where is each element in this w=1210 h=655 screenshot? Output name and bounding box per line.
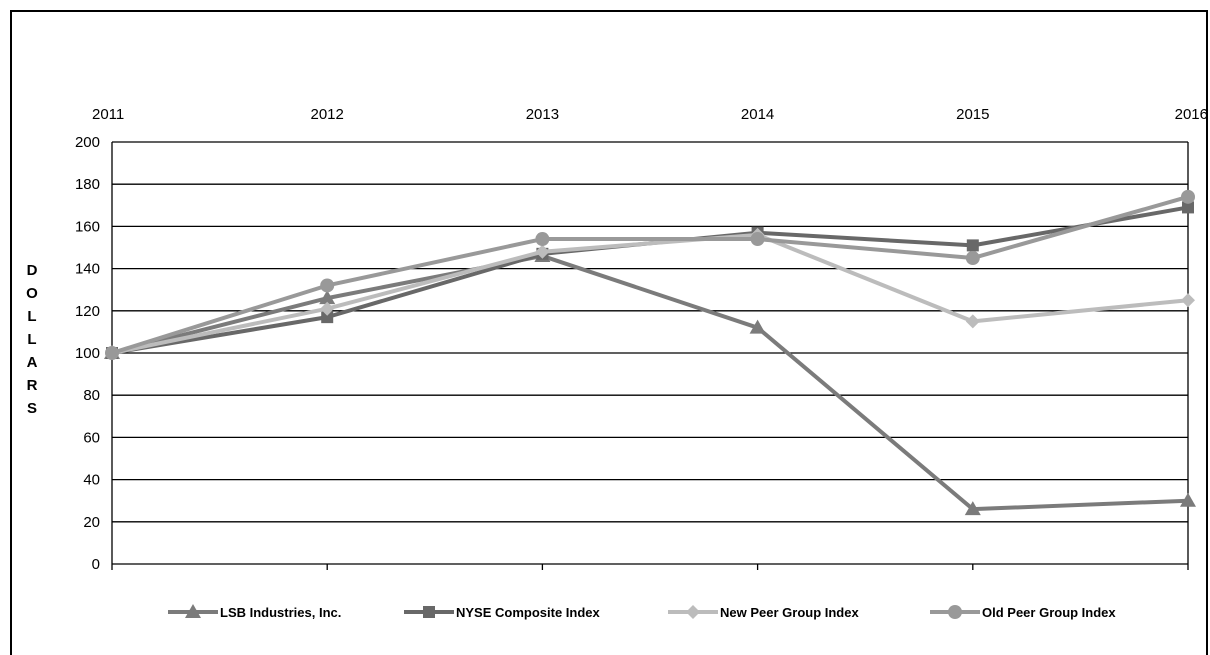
- data-point: [1180, 492, 1196, 507]
- data-point: [105, 346, 119, 360]
- data-point: [319, 290, 336, 305]
- y-axis-label-letter: A: [27, 354, 38, 371]
- y-tick-label: 200: [75, 134, 100, 151]
- data-point: [321, 311, 334, 324]
- data-point: [320, 301, 335, 316]
- y-tick-label: 0: [92, 556, 100, 573]
- x-tick-label: 2012: [311, 106, 344, 123]
- legend-label: New Peer Group Index: [720, 605, 859, 620]
- series-circle: [105, 189, 1195, 360]
- y-tick-label: 140: [75, 261, 100, 278]
- series-line: [111, 232, 1189, 355]
- y-tick-label: 160: [75, 218, 100, 235]
- y-tick-label: 100: [75, 345, 100, 362]
- data-point: [965, 314, 980, 329]
- data-point: [535, 232, 550, 247]
- y-axis-label-letter: L: [27, 308, 36, 325]
- x-tick-label: 2015: [956, 106, 989, 123]
- data-point: [750, 232, 765, 247]
- y-tick-label: 120: [75, 303, 100, 320]
- series-diamond: [105, 227, 1195, 360]
- series-line: [111, 205, 1189, 355]
- legend-marker: [686, 605, 700, 619]
- legend: LSB Industries, Inc. NYSE Composite Index…: [168, 604, 1116, 620]
- series-triangle: [104, 247, 1196, 516]
- y-tick-label: 180: [75, 176, 100, 193]
- legend-item: LSB Industries, Inc.: [168, 604, 341, 620]
- series-lines: [104, 189, 1196, 516]
- legend-marker: [185, 604, 201, 618]
- y-axis-ticks: 0 20 40 60 80 100 120 140 160 180 200: [75, 134, 100, 573]
- data-point: [1181, 189, 1195, 204]
- chart-frame: [10, 10, 1208, 655]
- x-tick-label: 2013: [526, 106, 559, 123]
- y-tick-label: 60: [83, 429, 100, 446]
- x-tick-label: 2016: [1175, 106, 1208, 123]
- data-point: [749, 319, 766, 334]
- legend-item: Old Peer Group Index: [930, 605, 1116, 620]
- series-square: [106, 201, 1194, 359]
- data-point: [966, 239, 979, 252]
- x-tick-label: 2011: [92, 106, 124, 123]
- y-axis-label-letter: L: [27, 331, 36, 348]
- legend-label: Old Peer Group Index: [982, 605, 1116, 620]
- y-tick-label: 20: [83, 514, 100, 531]
- series-line: [111, 194, 1189, 355]
- data-point: [1182, 201, 1194, 214]
- y-axis-label-letter: O: [26, 285, 38, 302]
- y-axis-label-letter: D: [27, 262, 38, 279]
- legend-marker: [423, 606, 435, 618]
- legend-label: NYSE Composite Index: [456, 605, 601, 620]
- x-tick-label: 2014: [741, 106, 774, 123]
- data-point: [320, 278, 335, 293]
- y-tick-label: 80: [83, 387, 100, 404]
- x-axis-ticks: 2011 2012 2013 2014 2015 2016: [92, 106, 1208, 123]
- legend-item: NYSE Composite Index: [404, 605, 601, 620]
- series-line: [111, 253, 1189, 512]
- data-point: [535, 244, 550, 259]
- legend-marker: [948, 605, 962, 619]
- y-tick-label: 40: [83, 472, 100, 489]
- y-axis-label-letter: R: [27, 377, 38, 394]
- data-point: [964, 501, 981, 516]
- data-point: [1181, 293, 1195, 308]
- legend-item: New Peer Group Index: [668, 605, 859, 620]
- legend-label: LSB Industries, Inc.: [220, 605, 341, 620]
- data-point: [965, 251, 980, 266]
- y-axis-label-letter: S: [27, 400, 37, 417]
